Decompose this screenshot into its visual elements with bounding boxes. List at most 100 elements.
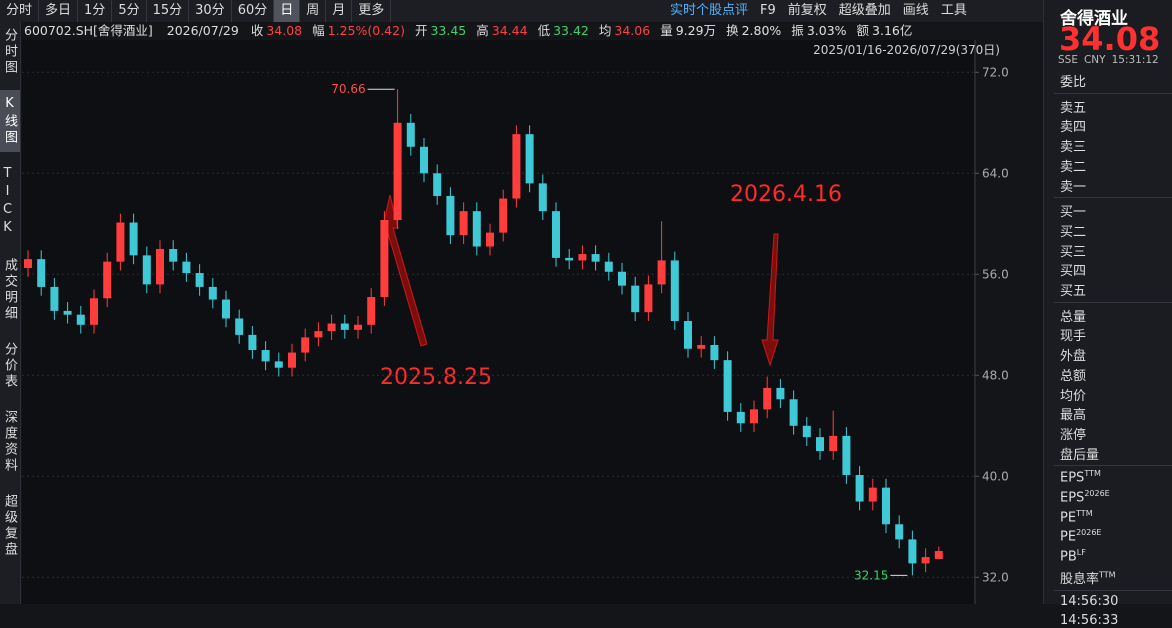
candle-body [76, 314, 85, 325]
chart: 2025.8.25 2026.4.16 2025/01/16-2026/07/2… [22, 40, 1009, 604]
toolbar: 分时 多日 1分 5分 15分 30分 60分日周月更多 [0, 0, 1043, 22]
quote-row: 均价 [1060, 385, 1086, 404]
toolbar-button[interactable]: 前复权 [787, 3, 827, 18]
high-marker: 70.66 [331, 82, 365, 96]
row-sup: TTM [1076, 508, 1093, 518]
side-tab[interactable]: 分时图 [2, 28, 17, 76]
field-value: 1.25%(0.42) [327, 23, 405, 38]
toolbar-button[interactable]: 月 [326, 0, 353, 22]
candle-body [169, 249, 178, 262]
field-value: 33.42 [553, 23, 589, 38]
annotation: 2026.4.16 [730, 182, 842, 207]
row-label: PE [1060, 510, 1077, 526]
toolbar-button[interactable]: 周 [300, 0, 327, 22]
date: 2026/07/29 [166, 23, 239, 38]
toolbar-button[interactable]: 1分 [78, 0, 113, 22]
candle-body [776, 387, 785, 400]
range-label: 2025/01/16-2026/07/29(370日) [813, 43, 1000, 57]
toolbar-button[interactable]: 30分 [189, 0, 232, 22]
candle-body [420, 146, 428, 174]
y-tick-label: 48.0 [982, 368, 1009, 382]
candle-body [301, 337, 310, 353]
candle-body [710, 344, 719, 361]
quote-row: 卖三 [1060, 136, 1086, 155]
candle-body [908, 539, 917, 564]
field-label: 低 [537, 23, 551, 38]
candle-body [50, 286, 59, 311]
candle-body [222, 299, 230, 319]
side-tab[interactable]: TICK [0, 166, 15, 238]
quote-row: 买四 [1060, 260, 1086, 279]
field-label: 额 [856, 23, 870, 38]
candle-body [921, 557, 930, 564]
side-tab[interactable]: K线图 [0, 90, 20, 152]
candle-body [433, 173, 442, 197]
side-tab[interactable]: 超级复盘 [2, 494, 17, 558]
info-line: 600702.SH[舍得酒业] 2026/07/29 收 34.08 幅 1.25%(0.… [24, 22, 922, 40]
quote-row: 委比 [1060, 71, 1086, 90]
quote-row: PETTM [1060, 509, 1093, 525]
meta-time: 15:31:12 [1111, 54, 1159, 66]
candle-body [472, 211, 481, 247]
toolbar-button[interactable]: 超级叠加 [838, 3, 891, 18]
toolbar-right: 实时个股点评 F9 前复权 超级叠加 画线 工具 [664, 0, 973, 22]
candle-body [618, 271, 626, 286]
quote-row: 最高 [1060, 404, 1086, 423]
candle-body [802, 425, 811, 438]
candle-body [182, 261, 191, 274]
toolbar-button[interactable]: F9 [760, 3, 776, 18]
y-tick-label: 40.0 [982, 469, 1009, 483]
quote-row: 现手 [1060, 325, 1086, 344]
candle-body [631, 285, 640, 313]
candle-body [208, 286, 217, 300]
quote-row: EPSTTM [1060, 469, 1101, 485]
quote-row: 卖四 [1060, 116, 1086, 135]
separator [1054, 197, 1172, 199]
field-value: 3.16亿 [872, 23, 913, 38]
quote-row: 外盘 [1060, 345, 1086, 364]
toolbar-button[interactable]: 工具 [940, 3, 967, 18]
quote-row: 总额 [1060, 365, 1086, 384]
toolbar-button[interactable]: 分时 [0, 0, 40, 22]
quote-row: 买五 [1060, 280, 1086, 299]
candle-body [406, 122, 415, 147]
quote-row: PBLF [1060, 548, 1086, 564]
row-label: EPS [1060, 470, 1085, 486]
toolbar-button[interactable]: 实时个股点评 [670, 3, 749, 18]
toolbar-button[interactable]: 画线 [902, 3, 929, 18]
candle-body [459, 211, 468, 236]
quote-row: 买二 [1060, 221, 1086, 240]
row-sup: LF [1076, 548, 1086, 558]
side-tab[interactable]: 成交明细 [2, 258, 17, 322]
y-tick-label: 32.0 [982, 570, 1009, 584]
toolbar-button[interactable]: 60分 [232, 0, 275, 22]
candle-body [657, 260, 666, 285]
candle-body [156, 249, 164, 285]
toolbar-button[interactable]: 日 [274, 0, 301, 22]
candle-body [684, 321, 692, 349]
field-value: 9.29万 [675, 23, 717, 38]
meta-exchange: SSE [1058, 54, 1078, 66]
toolbar-button[interactable]: 更多 [352, 0, 392, 22]
quote-row: PE2026E [1060, 528, 1101, 544]
side-tab[interactable]: 分价表 [2, 342, 17, 390]
y-tick-label: 64.0 [982, 166, 1009, 180]
toolbar-button[interactable]: 15分 [147, 0, 190, 22]
field-label: 换 [726, 23, 739, 38]
candle-body [37, 259, 46, 287]
y-tick-label: 72.0 [982, 65, 1009, 79]
candle-body [750, 409, 758, 424]
row-label: EPS [1060, 490, 1085, 506]
separator [1054, 301, 1172, 303]
side-tab[interactable]: 深度资料 [2, 410, 17, 474]
candle-body [512, 134, 521, 199]
toolbar-button[interactable]: 5分 [112, 0, 147, 22]
candle-body [393, 122, 402, 221]
tick-time: 14:56:30 [1060, 593, 1119, 609]
toolbar-button[interactable]: 多日 [39, 0, 79, 22]
field-value: 3.03% [806, 23, 847, 38]
row-sup: TTM [1084, 469, 1101, 479]
row-label: 总量 [1060, 309, 1087, 325]
field-value: 34.08 [266, 23, 303, 38]
